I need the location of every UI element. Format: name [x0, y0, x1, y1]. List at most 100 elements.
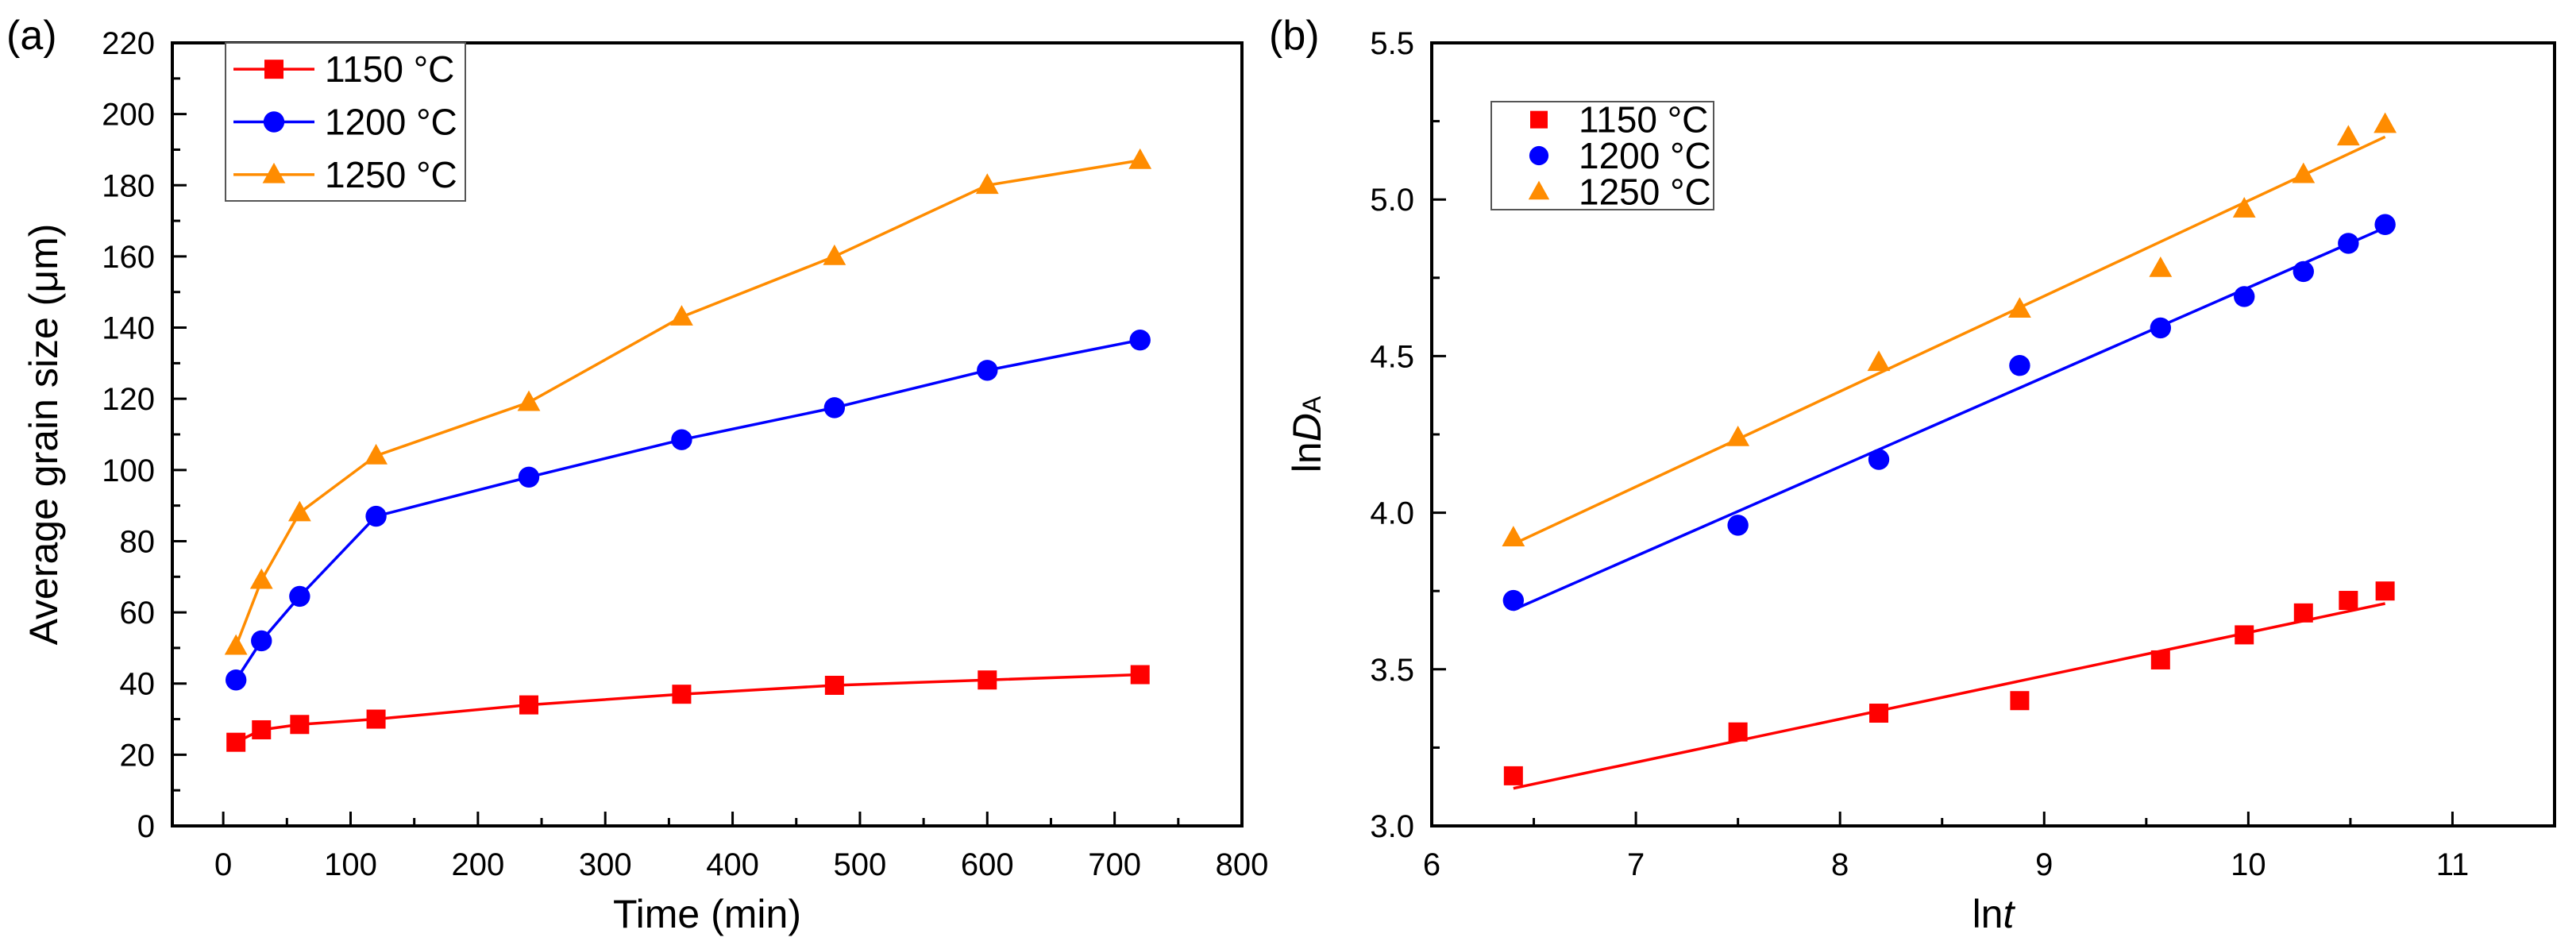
- y-tick-label: 80: [120, 524, 156, 559]
- data-point: [2232, 197, 2256, 218]
- fit-line: [1513, 135, 2386, 546]
- panel-label: (a): [6, 13, 57, 59]
- data-point: [251, 630, 272, 652]
- legend-label: 1250 °C: [1579, 171, 1711, 212]
- data-point: [2009, 355, 2030, 376]
- data-point: [252, 719, 272, 739]
- data-point: [1129, 330, 1151, 351]
- legend-marker: [1530, 110, 1548, 129]
- x-tick-label: 100: [324, 847, 377, 882]
- y-tick-label: 5.5: [1370, 26, 1414, 61]
- x-tick-label: 10: [2231, 847, 2266, 882]
- series-1150: [1503, 581, 2395, 790]
- data-point: [671, 429, 692, 450]
- data-point: [2293, 260, 2314, 283]
- data-point: [1869, 704, 1889, 723]
- legend-label: 1150 °C: [325, 48, 454, 90]
- legend-marker: [1529, 145, 1549, 166]
- data-point: [519, 695, 538, 715]
- legend-item: 1150 °C: [1530, 99, 1708, 141]
- data-point: [2010, 691, 2030, 711]
- data-point: [975, 173, 999, 195]
- x-tick-label: 200: [451, 847, 504, 882]
- data-point: [823, 397, 846, 419]
- data-point: [225, 669, 247, 691]
- series-1150: [226, 665, 1150, 752]
- data-point: [2374, 112, 2397, 133]
- x-tick-label: 800: [1216, 847, 1269, 882]
- y-tick-label: 60: [120, 596, 156, 631]
- data-point: [2234, 286, 2255, 307]
- y-axis-title-D: D: [1285, 413, 1329, 442]
- x-tick-label: 0: [214, 847, 232, 882]
- data-point: [2150, 650, 2170, 669]
- x-axis-title: lnt: [1972, 892, 2016, 936]
- y-tick-label: 3.5: [1370, 653, 1414, 688]
- data-point: [226, 732, 246, 752]
- x-tick-label: 11: [2436, 847, 2470, 882]
- y-axis-title: Average grain size (μm): [21, 224, 66, 646]
- legend-label: 1200 °C: [325, 102, 457, 143]
- data-point: [2008, 297, 2031, 318]
- data-point: [670, 305, 693, 326]
- data-point: [824, 675, 844, 695]
- data-point: [2338, 233, 2359, 254]
- data-point: [289, 585, 310, 608]
- series-1250: [1502, 112, 2397, 546]
- data-point: [1868, 449, 1890, 470]
- data-point: [365, 505, 387, 527]
- x-tick-label: 9: [2035, 847, 2053, 882]
- data-point: [2339, 591, 2358, 611]
- x-tick-label: 7: [1627, 847, 1645, 882]
- x-tick-label: 700: [1088, 847, 1141, 882]
- data-point: [287, 500, 311, 522]
- fit-line: [1513, 602, 2385, 790]
- data-point: [1130, 665, 1150, 685]
- y-tick-label: 220: [102, 26, 155, 61]
- data-point: [224, 634, 248, 655]
- data-point: [2293, 603, 2313, 623]
- data-point: [2292, 162, 2316, 183]
- legend-item: 1250 °C: [233, 154, 457, 195]
- chart-a-grain-size-vs-time: (a) 0 100 200 300 400 500 600 700 800 0 20 40 60 80 100…: [6, 13, 1268, 936]
- y-tick-label: 180: [102, 168, 155, 203]
- y-tick-label: 40: [120, 667, 156, 702]
- data-point: [2336, 125, 2360, 146]
- data-point: [2375, 581, 2395, 601]
- data-point: [1728, 722, 1748, 742]
- y-tick-label: 120: [102, 382, 155, 417]
- y-tick-label: 160: [102, 240, 155, 275]
- legend: 1150 °C 1200 °C 1250 °C: [225, 42, 466, 202]
- data-point: [1726, 425, 1750, 446]
- legend-label: 1150 °C: [1579, 99, 1708, 141]
- y-axis-title-sub: A: [1298, 395, 1326, 413]
- x-tick-label: 8: [1831, 847, 1849, 882]
- data-point: [366, 709, 386, 729]
- y-tick-label: 4.0: [1370, 496, 1414, 531]
- data-point: [978, 670, 997, 690]
- data-point: [977, 360, 998, 381]
- x-axis-title: Time (min): [613, 892, 801, 936]
- data-point: [672, 685, 692, 704]
- data-point: [1727, 515, 1749, 536]
- data-point: [1128, 148, 1152, 169]
- data-point: [290, 715, 310, 735]
- legend-box: [1490, 101, 1714, 210]
- x-tick-label: 600: [961, 847, 1014, 882]
- y-tick-label: 5.0: [1370, 183, 1414, 218]
- legend-item: 1250 °C: [1528, 171, 1711, 212]
- legend-label: 1200 °C: [1579, 135, 1711, 176]
- x-tick-label: 500: [834, 847, 887, 882]
- series-1250: [224, 148, 1152, 655]
- data-point: [517, 390, 541, 411]
- data-point: [2149, 256, 2173, 277]
- series-1200: [1502, 214, 2396, 611]
- legend-item: 1200 °C: [233, 102, 457, 143]
- y-tick-label: 200: [102, 98, 155, 133]
- x-tick-label: 6: [1423, 847, 1440, 882]
- legend-marker: [263, 111, 285, 133]
- y-tick-label: 20: [120, 738, 156, 773]
- data-point: [2374, 214, 2396, 235]
- x-axis-title-ln: ln: [1972, 892, 2003, 936]
- series-1200: [225, 330, 1151, 691]
